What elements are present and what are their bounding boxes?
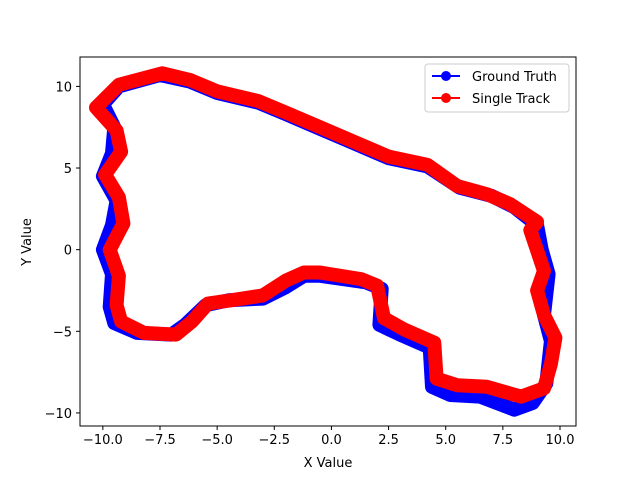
x-tick-label: 7.5 <box>493 433 514 448</box>
data-point-single-track <box>549 331 562 344</box>
data-point-single-track <box>156 67 169 80</box>
x-tick-label: 2.5 <box>378 433 399 448</box>
data-point-single-track <box>371 279 384 292</box>
legend: Ground Truth Single Track <box>424 63 570 113</box>
data-point-single-track <box>90 101 102 114</box>
x-tick-label: 0.0 <box>321 433 342 448</box>
data-layer <box>89 66 563 417</box>
data-point-single-track <box>211 85 224 98</box>
data-point-single-track <box>112 78 125 91</box>
data-point-single-track <box>170 328 182 341</box>
x-tick-label: −7.5 <box>144 433 176 448</box>
y-tick-label: −10 <box>45 407 72 422</box>
data-point-single-track <box>378 312 390 325</box>
ticks-layer: −10.0 −7.5 −5.0 −2.5 0.0 2.5 5.0 7.5 10.0 10 5 0 −5 −… <box>45 80 575 448</box>
data-point-single-track <box>382 150 395 163</box>
data-point-single-track <box>538 264 550 277</box>
legend-label-single-track: Single Track <box>472 92 551 107</box>
data-point-single-track <box>503 197 516 210</box>
data-point-single-track <box>115 145 128 158</box>
data-point-single-track <box>314 121 326 134</box>
data-point-single-track <box>538 309 550 321</box>
x-axis-label: X Value <box>304 456 353 471</box>
data-point-single-track <box>544 358 557 370</box>
x-tick-label: 5.0 <box>435 433 456 448</box>
data-point-single-track <box>224 294 237 307</box>
data-point-single-track <box>398 323 411 336</box>
data-point-single-track <box>421 158 434 171</box>
y-tick-label: 10 <box>55 80 72 95</box>
data-point-single-track <box>451 379 464 392</box>
data-point-single-track <box>117 217 130 230</box>
legend-label-ground-truth: Ground Truth <box>472 70 557 85</box>
data-point-single-track <box>110 124 123 137</box>
data-point-single-track <box>103 243 116 256</box>
y-tick-label: −5 <box>53 325 72 340</box>
data-point-single-track <box>115 315 128 328</box>
legend-marker-ground-truth <box>441 71 451 81</box>
data-point-single-track <box>428 336 441 349</box>
data-point-single-track <box>110 299 123 312</box>
data-point-single-track <box>112 269 125 282</box>
data-point-single-track <box>355 273 368 286</box>
data-point-single-track <box>531 215 544 228</box>
data-point-single-track <box>99 168 112 181</box>
axes-frame <box>79 56 577 427</box>
legend-box <box>424 63 570 113</box>
data-point-single-track <box>279 274 292 287</box>
x-tick-label: −10.0 <box>83 433 123 448</box>
data-point-single-track <box>252 95 265 108</box>
y-tick-label: 0 <box>64 244 72 259</box>
data-point-single-track <box>138 326 150 339</box>
y-tick-label: 5 <box>64 162 72 177</box>
data-point-ground-truth <box>508 403 521 416</box>
legend-marker-single-track <box>441 93 451 103</box>
data-point-single-track <box>515 390 528 403</box>
data-point-single-track <box>202 297 214 310</box>
data-point-single-track <box>538 382 550 395</box>
data-point-single-track <box>298 266 310 279</box>
y-axis-label: Y Value <box>20 218 35 267</box>
data-point-single-track <box>279 106 292 119</box>
data-point-ground-truth <box>444 389 457 401</box>
data-point-single-track <box>186 315 198 328</box>
data-point-single-track <box>480 380 493 393</box>
data-point-single-track <box>430 372 443 385</box>
x-tick-label: 10.0 <box>546 433 575 448</box>
x-tick-label: −2.5 <box>258 433 290 448</box>
series-single-track <box>89 66 563 404</box>
data-point-single-track <box>524 224 537 237</box>
data-point-single-track <box>531 284 544 297</box>
data-point-single-track <box>348 135 361 148</box>
data-point-single-track <box>112 191 125 204</box>
data-point-single-track <box>183 73 196 86</box>
data-point-single-track <box>480 188 493 201</box>
x-tick-label: −5.0 <box>201 433 233 448</box>
data-point-single-track <box>256 289 269 302</box>
data-point-single-track <box>314 266 326 279</box>
data-point-single-track <box>451 180 464 192</box>
